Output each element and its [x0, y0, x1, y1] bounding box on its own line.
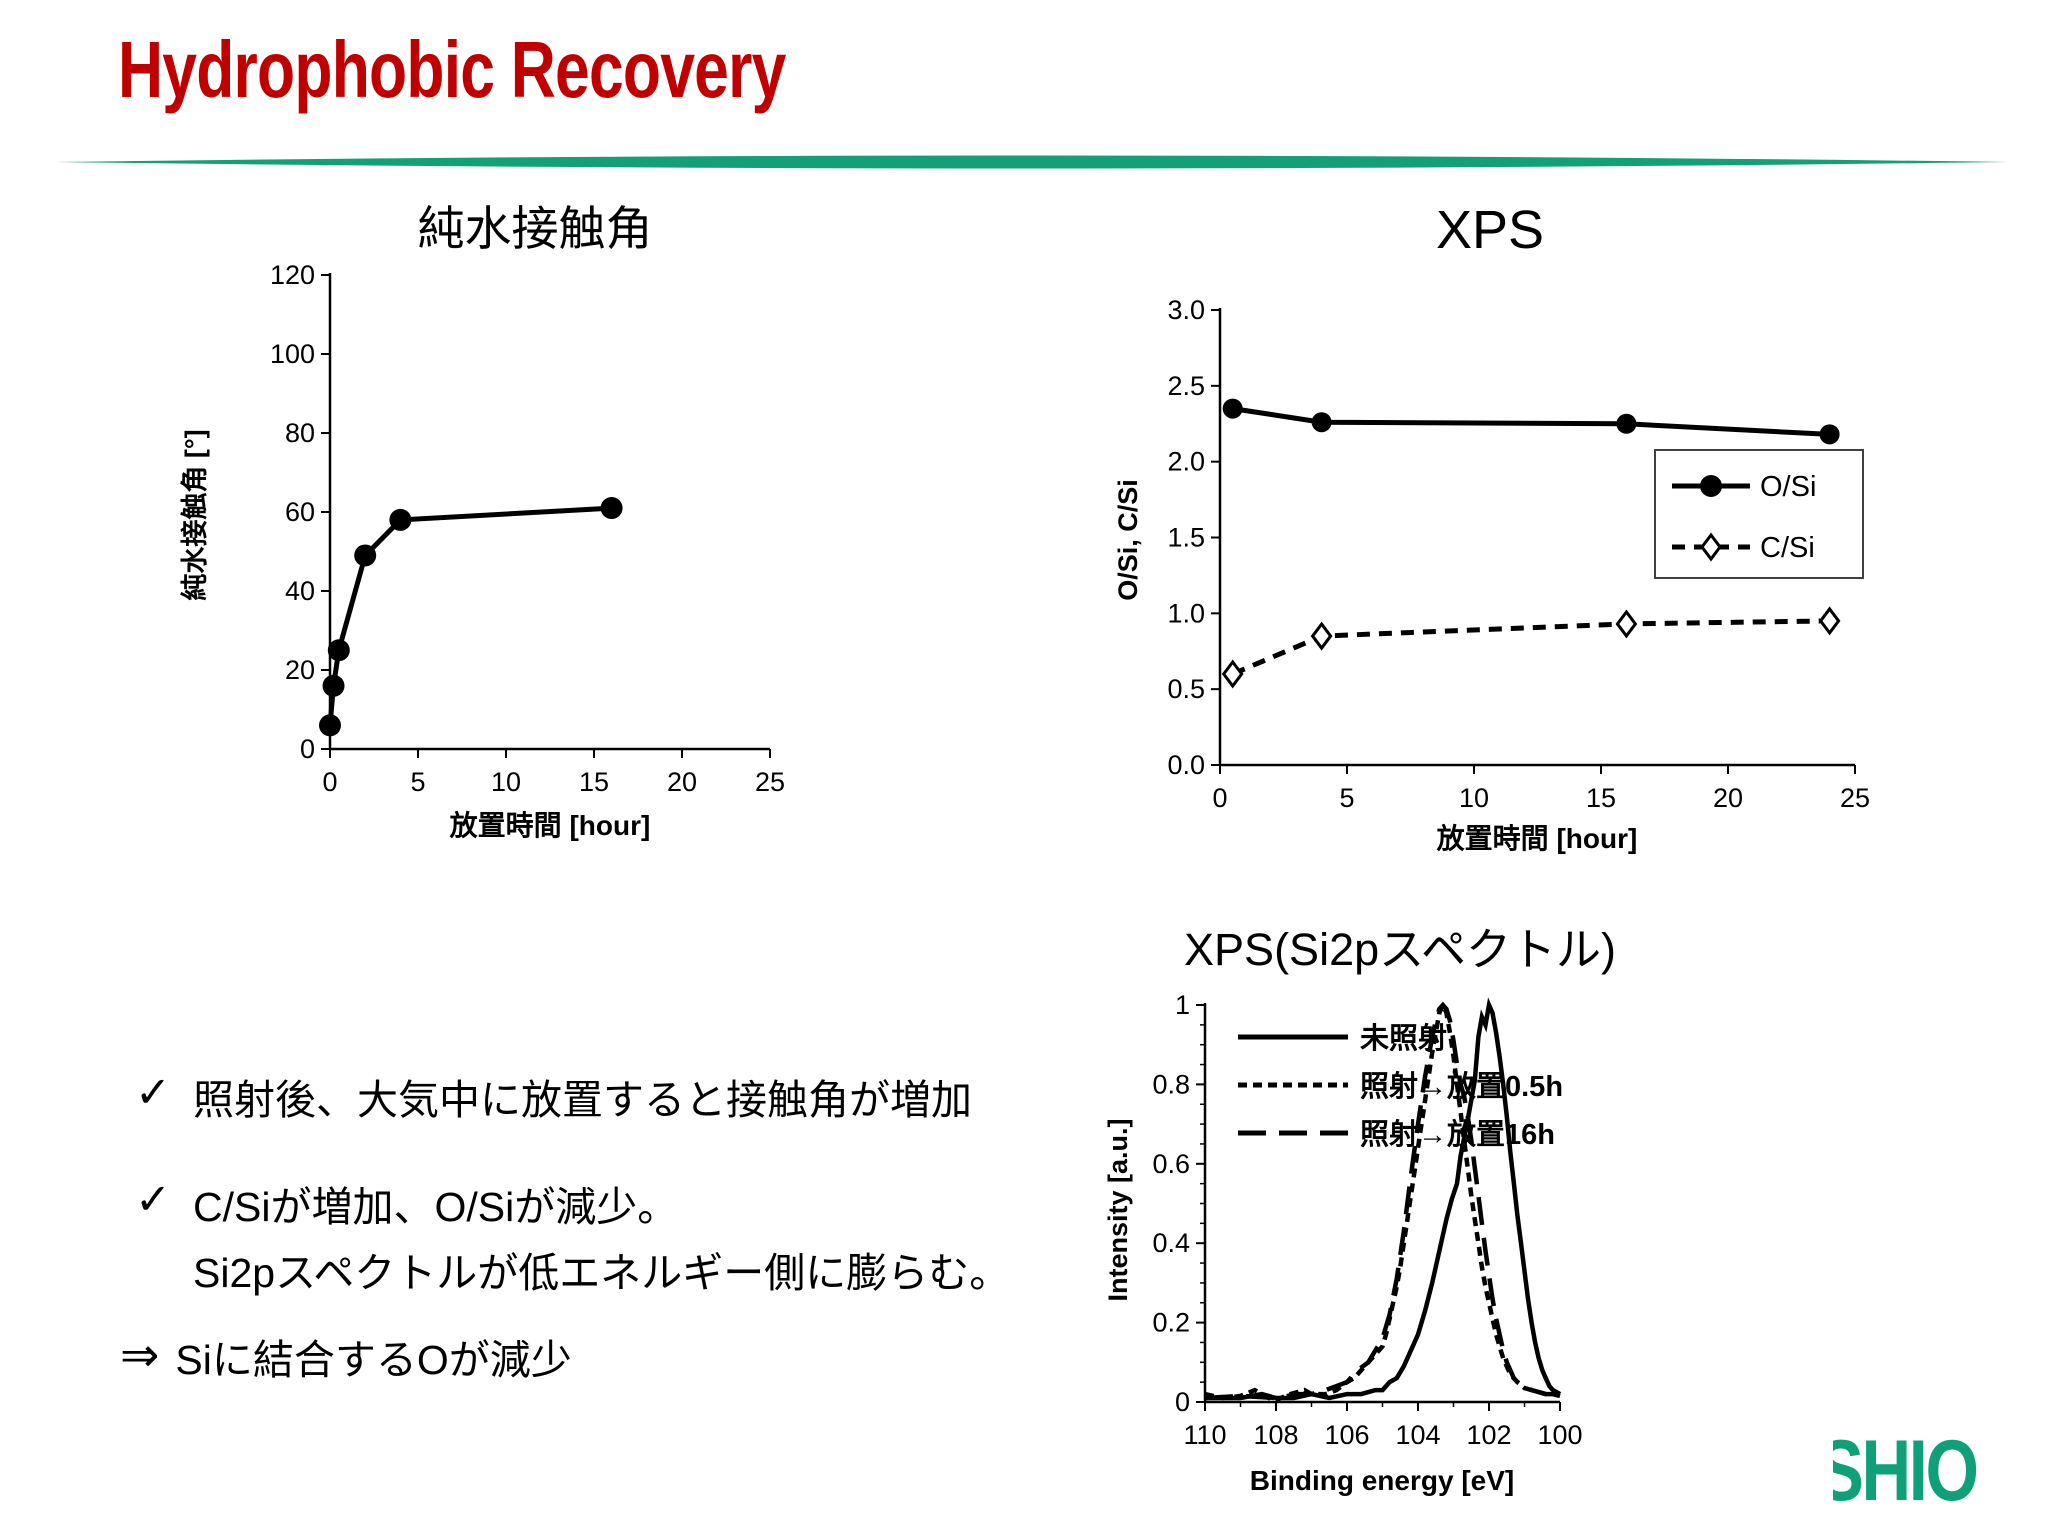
svg-text:5: 5: [410, 767, 425, 797]
svg-text:0.5: 0.5: [1167, 674, 1205, 704]
svg-text:3.0: 3.0: [1167, 295, 1205, 325]
svg-text:15: 15: [1586, 783, 1616, 813]
contact-angle-plot: 0 5 10 15 20 25 0 20 40 60 80 100 120: [270, 260, 785, 797]
x-axis-label: Binding energy [eV]: [1249, 1465, 1515, 1496]
y-axis-label: 純水接触角 [°]: [180, 429, 210, 601]
svg-text:106: 106: [1324, 1420, 1369, 1450]
svg-text:2.5: 2.5: [1167, 371, 1205, 401]
svg-text:15: 15: [579, 767, 609, 797]
check-icon: ✓: [135, 1176, 172, 1224]
svg-text:0.4: 0.4: [1152, 1228, 1190, 1258]
svg-text:60: 60: [285, 497, 315, 527]
chart-title: 純水接触角: [417, 202, 653, 255]
bullet-contact-angle-increase: ✓ 照射後、大気中に放置すると接触角が増加: [135, 1068, 972, 1134]
bullet-text: C/Siが増加、O/Siが減少。 Si2pスペクトルが低エネルギー側に膨らむ。: [193, 1175, 1010, 1306]
svg-text:102: 102: [1466, 1420, 1511, 1450]
svg-text:1: 1: [1175, 990, 1190, 1020]
svg-text:O/Si: O/Si: [1760, 471, 1816, 503]
svg-text:40: 40: [285, 576, 315, 606]
svg-text:110: 110: [1183, 1420, 1226, 1450]
conclusion: ⇒ Siに結合するOが減少: [120, 1328, 572, 1394]
check-icon: ✓: [135, 1069, 172, 1117]
double-arrow-icon: ⇒: [120, 1328, 160, 1381]
svg-text:120: 120: [270, 260, 315, 290]
svg-text:104: 104: [1395, 1420, 1440, 1450]
svg-text:C/Si: C/Si: [1760, 532, 1815, 564]
page-title: Hydrophobic Recovery: [118, 25, 786, 114]
x-axis-label: 放置時間 [hour]: [449, 810, 651, 841]
xps-ratio-chart: 0 5 10 15 20 25 0.0 0.5 1.0 1.5 2.0 2.5 3.0 O/Si C/Si …: [1100, 185, 1980, 885]
chart-title: XPS(Si2pスペクトル): [1184, 924, 1616, 975]
svg-text:20: 20: [1713, 783, 1743, 813]
ushio-logo: SHIO: [1833, 1437, 1993, 1507]
x-axis-label: 放置時間 [hour]: [1436, 823, 1638, 854]
contact-angle-chart: 0 5 10 15 20 25 0 20 40 60 80 100 120 純水接触角 純水接触角 [°…: [115, 190, 875, 870]
bullet-text-line1: C/Siが増加、O/Siが減少。: [193, 1184, 679, 1230]
svg-text:0.6: 0.6: [1152, 1149, 1190, 1179]
svg-text:108: 108: [1253, 1420, 1298, 1450]
svg-text:0: 0: [1175, 1387, 1190, 1417]
y-axis-label: Intensity [a.u.]: [1103, 1118, 1133, 1302]
svg-text:10: 10: [491, 767, 521, 797]
si2p-spectrum-chart: 110 108 106 104 102 100 0 0.2 0.4 0.6 0.8 1 未照射照射→放置…: [1090, 905, 1790, 1538]
title-divider: [55, 155, 2010, 169]
svg-text:100: 100: [1537, 1420, 1582, 1450]
svg-text:照射→放置16h: 照射→放置16h: [1360, 1118, 1555, 1151]
si2p-spectrum-plot: 110 108 106 104 102 100 0 0.2 0.4 0.6 0.8 1 未照射照射→放置…: [1152, 990, 1582, 1450]
svg-text:1.0: 1.0: [1167, 598, 1205, 628]
svg-text:2.0: 2.0: [1167, 447, 1205, 477]
svg-text:20: 20: [667, 767, 697, 797]
svg-text:0: 0: [1212, 783, 1227, 813]
bullet-ratio-change: ✓ C/Siが増加、O/Siが減少。 Si2pスペクトルが低エネルギー側に膨らむ…: [135, 1175, 1010, 1306]
xps-ratio-plot: 0 5 10 15 20 25 0.0 0.5 1.0 1.5 2.0 2.5 3.0 O/Si C/Si: [1167, 295, 1870, 813]
svg-text:1.5: 1.5: [1167, 523, 1205, 553]
svg-text:0.8: 0.8: [1152, 1069, 1190, 1099]
svg-text:25: 25: [1840, 783, 1870, 813]
bullet-text: 照射後、大気中に放置すると接触角が増加: [193, 1077, 973, 1123]
svg-text:100: 100: [270, 339, 315, 369]
svg-text:未照射: 未照射: [1360, 1022, 1447, 1055]
ushio-logo-text: SHIO: [1833, 1437, 1979, 1507]
svg-text:20: 20: [285, 655, 315, 685]
svg-text:25: 25: [755, 767, 785, 797]
svg-text:5: 5: [1339, 783, 1354, 813]
svg-text:0: 0: [300, 734, 315, 764]
svg-text:0: 0: [322, 767, 337, 797]
y-axis-label: O/Si, C/Si: [1113, 479, 1143, 601]
conclusion-text: Siに結合するOが減少: [175, 1337, 572, 1383]
svg-text:10: 10: [1459, 783, 1489, 813]
svg-text:照射→放置0.5h: 照射→放置0.5h: [1360, 1070, 1563, 1103]
svg-text:0.0: 0.0: [1167, 750, 1205, 780]
bullet-text-line2: Si2pスペクトルが低エネルギー側に膨らむ。: [193, 1249, 1011, 1296]
chart-title: XPS: [1435, 200, 1545, 260]
svg-text:0.2: 0.2: [1152, 1308, 1190, 1338]
svg-text:80: 80: [285, 418, 315, 448]
